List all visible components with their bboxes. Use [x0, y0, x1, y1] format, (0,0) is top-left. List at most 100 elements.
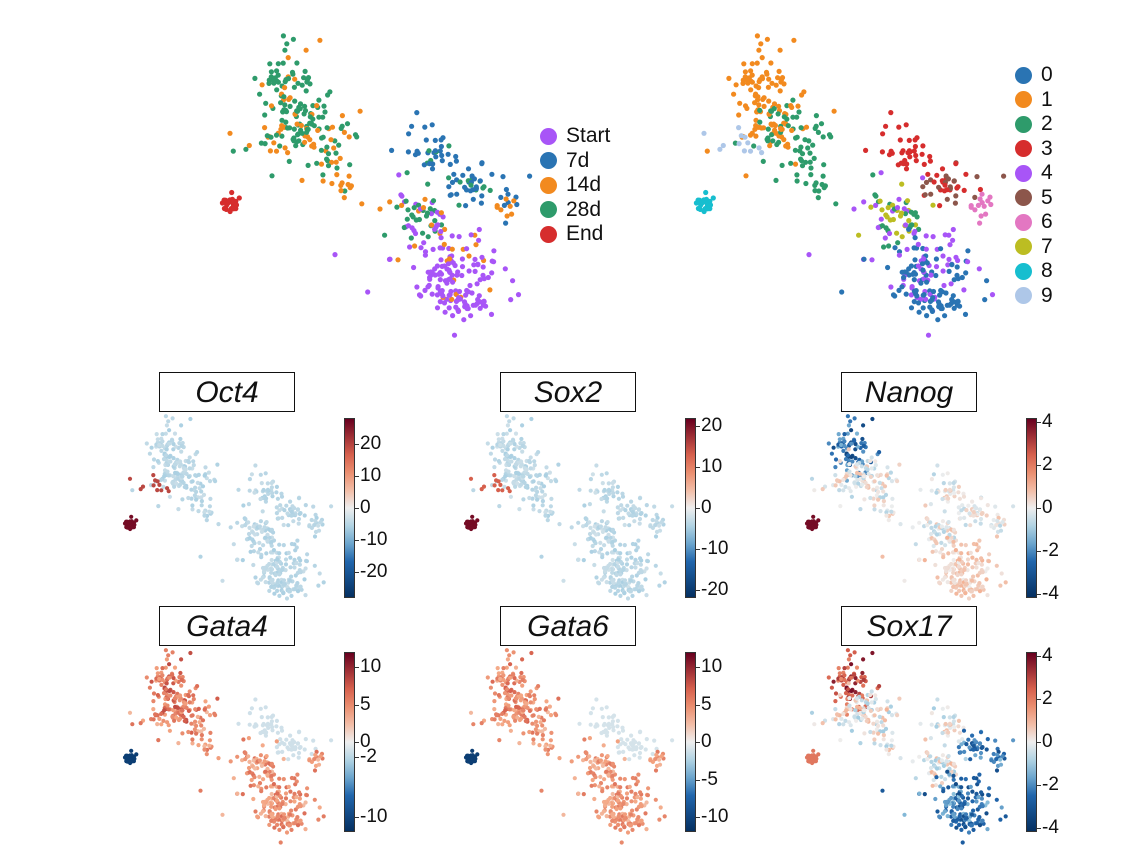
panel-title-gata4: Gata4	[159, 606, 295, 646]
scatter-point	[624, 791, 630, 796]
scatter-point	[503, 686, 508, 691]
scatter-point	[845, 648, 851, 653]
scatter-point	[129, 758, 134, 764]
scatter-point	[281, 522, 286, 528]
scatter-point	[298, 804, 303, 809]
scatter-point	[592, 539, 597, 544]
scatter-point	[604, 471, 609, 476]
scatter-point	[952, 728, 957, 733]
legend-swatch	[1015, 238, 1032, 255]
scatter-point	[176, 717, 181, 723]
scatter-point	[316, 583, 321, 588]
scatter-point	[496, 440, 501, 445]
scatter-point	[129, 755, 134, 760]
scatter-point	[450, 279, 456, 285]
scatter-point	[584, 757, 589, 762]
scatter-point	[871, 730, 876, 735]
scatter-point	[942, 179, 949, 185]
scatter-point	[942, 723, 948, 728]
scatter-point	[428, 272, 434, 278]
scatter-point	[790, 97, 796, 103]
scatter-point	[314, 749, 319, 755]
scatter-point	[587, 531, 593, 537]
scatter-point	[467, 754, 473, 759]
scatter-point	[515, 481, 520, 486]
scatter-point	[841, 677, 846, 682]
scatter-point	[476, 237, 482, 243]
scatter-point	[593, 766, 599, 771]
scatter-point	[182, 464, 188, 469]
scatter-point	[514, 471, 519, 476]
scatter-point	[923, 246, 929, 252]
scatter-point	[506, 696, 511, 701]
scatter-point	[946, 496, 951, 501]
scatter-point	[661, 522, 666, 527]
scatter-point	[164, 706, 169, 712]
scatter-point	[227, 198, 233, 204]
scatter-point	[941, 763, 947, 769]
scatter-point	[472, 520, 477, 525]
scatter-point	[826, 441, 831, 446]
scatter-point	[616, 791, 621, 796]
scatter-point	[286, 158, 292, 164]
scatter-point	[941, 282, 947, 289]
scatter-point	[173, 711, 178, 716]
scatter-point	[610, 539, 615, 545]
scatter-point	[974, 174, 980, 180]
scatter-point	[995, 512, 1000, 518]
scatter-point	[813, 123, 819, 129]
scatter-point	[609, 528, 614, 533]
scatter-point	[935, 463, 940, 468]
scatter-point	[911, 245, 917, 251]
scatter-point	[587, 736, 593, 741]
scatter-point	[282, 582, 287, 587]
scatter-point	[601, 495, 606, 501]
scatter-point	[938, 303, 944, 309]
scatter-point	[617, 812, 622, 817]
scatter-point	[890, 511, 895, 516]
scatter-point	[492, 483, 497, 488]
scatter-point	[603, 728, 608, 733]
scatter-point	[516, 694, 521, 700]
scatter-point	[602, 496, 608, 501]
scatter-point	[289, 593, 294, 599]
scatter-point	[908, 263, 915, 269]
scatter-point	[180, 479, 185, 484]
scatter-point	[616, 566, 621, 571]
scatter-point	[413, 217, 419, 223]
scatter-point	[894, 711, 899, 716]
scatter-point	[300, 141, 306, 148]
scatter-point	[955, 184, 961, 190]
scatter-point	[927, 520, 932, 525]
scatter-point	[875, 473, 880, 478]
scatter-point	[601, 729, 606, 735]
scatter-point	[290, 739, 295, 745]
scatter-point	[765, 84, 772, 90]
scatter-point	[519, 696, 524, 701]
scatter-point	[951, 804, 956, 809]
scatter-point	[280, 506, 285, 511]
scatter-point	[962, 567, 967, 573]
scatter-point	[897, 137, 903, 143]
scatter-point	[811, 519, 816, 524]
scatter-point	[509, 693, 514, 698]
scatter-point	[537, 495, 542, 500]
scatter-point	[833, 473, 838, 478]
scatter-point	[759, 74, 765, 80]
colorbar-tick-label: -10	[360, 529, 388, 551]
scatter-point	[618, 801, 623, 807]
scatter-point	[151, 473, 156, 478]
scatter-point	[508, 674, 513, 679]
scatter-point	[592, 783, 598, 788]
scatter-point	[267, 527, 272, 532]
scatter-point	[265, 532, 270, 538]
colorbar-tickmark	[355, 540, 359, 542]
scatter-point	[940, 577, 946, 582]
scatter-point	[281, 824, 286, 830]
scatter-point	[654, 763, 660, 769]
scatter-point	[543, 747, 548, 752]
scatter-point	[282, 508, 287, 513]
scatter-point	[794, 134, 800, 140]
scatter-point	[936, 526, 941, 531]
scatter-point	[247, 770, 252, 775]
